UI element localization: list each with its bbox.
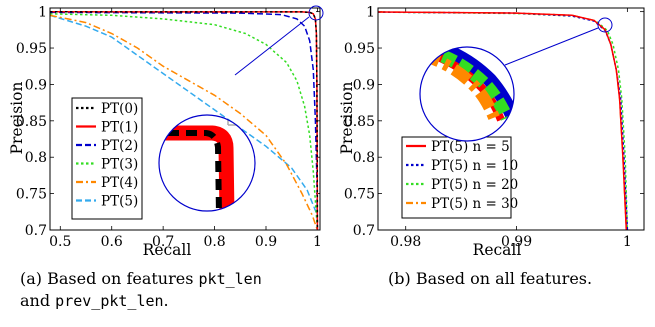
chart-b-ytick-label: 0.9: [353, 77, 375, 93]
chart-a-xtick-label: 1: [313, 234, 322, 250]
chart-b-legend: PT(5) n = 5 PT(5) n = 10 PT(5) n = 20 PT(5)…: [401, 136, 518, 219]
caption-a-code2: prev_pkt_len: [55, 292, 164, 310]
chart-a-legend-label: PT(3): [101, 157, 138, 173]
chart-b-series: [378, 11, 629, 230]
chart-a-legend-box: [71, 97, 143, 220]
chart-b-frame: [377, 7, 645, 231]
chart-b-xtick-label: 0.99: [501, 234, 532, 250]
chart-b-legend-label: PT(5) n = 5: [431, 139, 510, 155]
chart-b-ytick-label: 0.85: [344, 114, 375, 130]
chart-b-series-line: [378, 11, 628, 230]
chart-b-xtick-label: 1: [623, 234, 632, 250]
chart-b-xtick-label: 0.98: [390, 234, 421, 250]
chart-a-ytick-label: 0.85: [16, 114, 47, 130]
chart-b-ytick-label: 0.75: [344, 187, 375, 203]
caption-a-prefix: (a) Based on features: [20, 269, 199, 288]
chart-a-series-line: [50, 11, 319, 230]
chart-b-x-tick-labels: 0.98 0.99 1: [390, 234, 632, 250]
chart-a-ytick-label: 0.75: [16, 187, 47, 203]
chart-a-series-line: [50, 11, 319, 230]
chart-b-ytick-label: 0.95: [344, 41, 375, 57]
chart-b-ytick-label: 1: [366, 5, 375, 21]
chart-a-zoom-connector: [234, 16, 310, 76]
chart-b-xlabel: Recall: [473, 241, 522, 259]
chart-a-legend-label: PT(0): [101, 101, 138, 117]
chart-b-magnifier-green: [424, 47, 513, 121]
chart-a: Precision Recall 0.70.750.80.850.90.951 …: [8, 5, 324, 259]
chart-a-ytick-label: 0.7: [25, 223, 47, 239]
chart-b-legend-label: PT(5) n = 20: [431, 177, 518, 193]
chart-b-zoom-target: [597, 17, 613, 33]
chart-a-ytick-label: 0.9: [25, 77, 47, 93]
chart-a-legend-label: PT(5): [101, 194, 138, 210]
chart-a-ytick-label: 0.8: [25, 150, 47, 166]
chart-b-zoom-connector: [504, 27, 599, 66]
chart-b-legend-label: PT(5) n = 10: [431, 158, 518, 174]
chart-a-xtick-label: 0.8: [203, 234, 225, 250]
chart-b-legend-box: [401, 136, 512, 219]
chart-a-magnifier-pt0: [159, 130, 222, 211]
chart-a-xlabel: Recall: [143, 241, 192, 259]
chart-b-ytick-label: 0.8: [353, 150, 375, 166]
chart-b-magnifier-ring: [419, 46, 515, 142]
caption-a-suffix: .: [163, 291, 169, 310]
chart-a-xtick-label: 0.5: [49, 234, 71, 250]
chart-a-ylabel: Precision: [8, 82, 26, 155]
chart-a-xtick-label: 0.9: [255, 234, 277, 250]
chart-a-frame: [49, 7, 321, 231]
caption-b: (b) Based on all features.: [388, 269, 593, 288]
chart-a-xtick-label: 0.6: [101, 234, 123, 250]
chart-a-legend-label: PT(2): [101, 138, 138, 154]
chart-b-ytick-label: 0.7: [353, 223, 375, 239]
chart-a-legend-label: PT(4): [101, 175, 138, 191]
chart-b-ylabel: Precision: [338, 82, 356, 155]
caption-a: (a) Based on features pkt_len and prev_p…: [20, 268, 262, 312]
chart-a-zoom-target: [308, 5, 324, 21]
chart-b-y-tick-labels: 0.7 0.75 0.8 0.85 0.9 0.95 1: [344, 5, 375, 239]
chart-a-ytick-label: 0.95: [16, 41, 47, 57]
chart-a-magnifier-ring: [158, 114, 256, 212]
chart-a-series-line: [50, 14, 319, 230]
chart-a-series: [50, 11, 319, 230]
chart-a-series-line: [50, 13, 319, 230]
chart-a-legend: PT(0) PT(1) PT(2) PT(3) PT(4) PT(5): [71, 97, 143, 220]
chart-a-series-line: [50, 14, 319, 216]
chart-b-legend-label: PT(5) n = 30: [431, 196, 518, 212]
caption-a-code1: pkt_len: [198, 270, 262, 288]
chart-b: Precision Recall 0.70.750.80.850.90.951 …: [338, 5, 645, 259]
chart-a-legend-label: PT(1): [101, 120, 138, 136]
chart-a-xtick-label: 0.7: [152, 234, 174, 250]
chart-a-ytick-label: 1: [38, 5, 47, 21]
caption-a-and: and: [20, 291, 56, 310]
chart-a-y-tick-labels: 0.7 0.75 0.8 0.85 0.9 0.95 1: [16, 5, 47, 239]
chart-b-magnifier: [419, 46, 515, 142]
chart-a-x-tick-labels: 0.5 0.6 0.7 0.8 0.9 1: [49, 234, 322, 250]
chart-a-magnifier: [158, 114, 256, 212]
